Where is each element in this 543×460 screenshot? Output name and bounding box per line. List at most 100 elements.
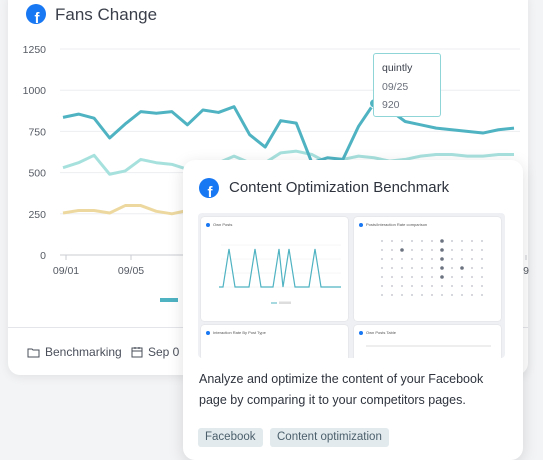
facebook-icon: f [199,178,219,198]
matrix-dot [441,285,443,287]
x-tick-label: 09/01 [53,265,79,277]
matrix-dot [401,285,403,287]
tooltip-series: quintly [382,62,413,74]
facebook-icon: f [26,4,46,24]
matrix-dot [411,249,413,251]
preview-spike-chart [219,244,341,304]
matrix-dot [451,294,453,296]
folder-icon [27,348,40,357]
matrix-dot [471,240,473,242]
date-range-selector[interactable]: Sep 0 [131,345,179,359]
matrix-dot [440,266,444,270]
matrix-dot [411,276,413,278]
matrix-dot [391,267,393,269]
matrix-dot [461,240,463,242]
matrix-dot [451,267,453,269]
preview-dot-matrix [381,239,483,296]
matrix-dot [431,267,433,269]
matrix-dot [401,276,403,278]
facebook-icon [206,331,210,335]
matrix-dot [431,294,433,296]
y-tick-label: 1000 [23,85,47,97]
matrix-dot [401,267,403,269]
matrix-dot [421,294,423,296]
content-optimization-card[interactable]: f Content Optimization Benchmark Own Pos… [183,160,523,460]
matrix-dot [481,267,483,269]
matrix-dot [421,285,423,287]
matrix-dot [451,249,453,251]
matrix-dot [411,294,413,296]
matrix-dot [451,285,453,287]
matrix-dot [400,248,404,252]
matrix-dot [381,249,383,251]
matrix-dot [471,294,473,296]
category-label: Benchmarking [27,345,122,359]
matrix-dot [471,285,473,287]
matrix-dot [471,258,473,260]
preview-panel-own-posts-table: Own Posts Table [354,325,501,358]
chart-tooltip: quintly 09/25 920 [373,53,441,117]
tag-content-optimization[interactable]: Content optimization [270,428,389,447]
matrix-dot [391,285,393,287]
matrix-dot [481,294,483,296]
facebook-icon [206,223,210,227]
y-tick-label: 500 [28,168,46,180]
x-tick-label: 9 [523,265,529,277]
benchmark-title: Content Optimization Benchmark [229,179,450,196]
series-line [62,149,514,176]
matrix-dot [461,294,463,296]
matrix-dot [431,276,433,278]
dashboard-preview: Own Posts Posts/Interaction Rate compari… [198,213,505,358]
matrix-dot [391,258,393,260]
matrix-dot [461,258,463,260]
matrix-dot [391,240,393,242]
category-text: Benchmarking [45,345,122,359]
matrix-dot [440,239,444,243]
matrix-dot [471,267,473,269]
matrix-dot [471,276,473,278]
x-tick-label: 09/05 [118,265,144,277]
tag-facebook[interactable]: Facebook [198,428,263,447]
matrix-dot [461,249,463,251]
matrix-dot [421,267,423,269]
date-range-text: Sep 0 [148,345,180,359]
matrix-dot [440,257,444,261]
matrix-dot [381,294,383,296]
matrix-dot [411,285,413,287]
fans-change-title: Fans Change [55,5,158,24]
series-line [62,101,515,165]
matrix-dot [391,276,393,278]
matrix-dot [460,266,464,270]
matrix-dot [381,285,383,287]
matrix-dot [381,258,383,260]
y-tick-label: 0 [40,250,46,262]
preview-panel-post-type: Interaction Rate By Post Type [201,325,348,358]
matrix-dot [401,258,403,260]
matrix-dot [381,276,383,278]
facebook-icon [359,223,363,227]
matrix-dot [411,267,413,269]
matrix-dot [421,249,423,251]
matrix-dot [401,240,403,242]
matrix-dot [451,258,453,260]
calendar-icon [131,347,143,358]
preview-panel-interaction-comparison: Posts/Interaction Rate comparison [354,217,501,321]
matrix-dot [481,258,483,260]
matrix-dot [411,240,413,242]
matrix-dot [440,248,444,252]
matrix-dot [461,276,463,278]
benchmark-description: Analyze and optimize the content of your… [199,372,484,407]
tooltip-value: 920 [382,99,400,111]
matrix-dot [461,285,463,287]
matrix-dot [431,240,433,242]
matrix-dot [401,294,403,296]
matrix-dot [481,240,483,242]
matrix-dot [421,258,423,260]
y-tick-label: 1250 [23,44,47,56]
matrix-dot [440,275,444,279]
matrix-dot [421,240,423,242]
preview-panel-own-posts: Own Posts [201,217,348,321]
matrix-dot [391,294,393,296]
matrix-dot [481,249,483,251]
matrix-dot [451,276,453,278]
